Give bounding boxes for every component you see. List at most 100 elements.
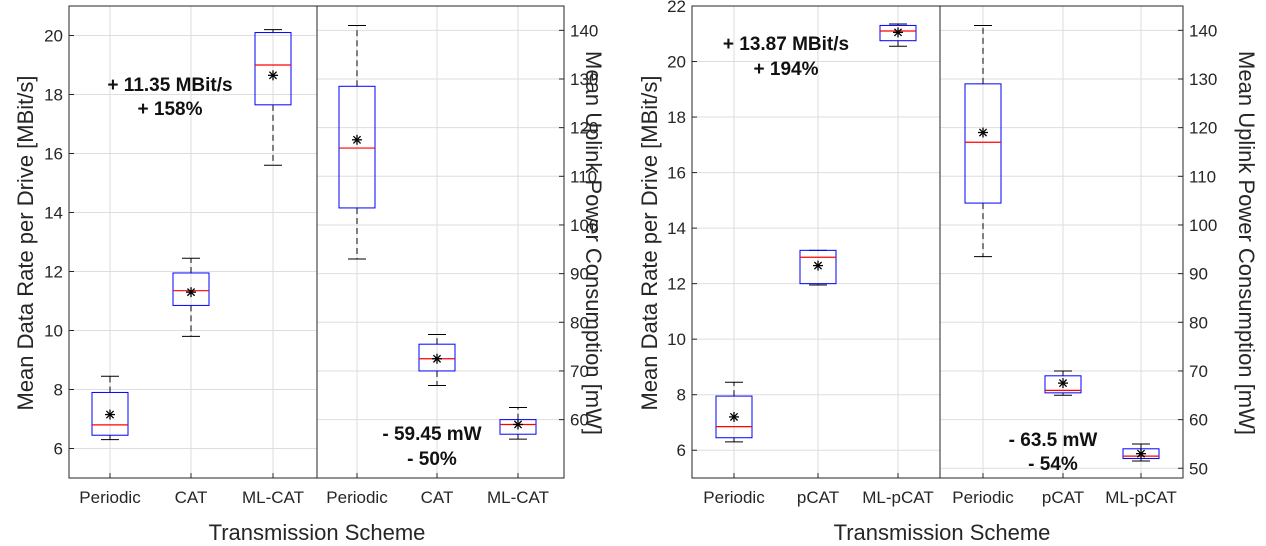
x-tick-label: Periodic — [79, 488, 141, 507]
x-tick-label: ML-pCAT — [862, 488, 933, 507]
mean-marker — [1058, 378, 1068, 389]
y-tick-label: 100 — [1189, 216, 1217, 235]
y-tick-label: 50 — [1189, 459, 1208, 478]
y-tick-label: 80 — [1189, 313, 1208, 332]
y-tick-label: 70 — [1189, 362, 1208, 381]
svg-text:+ 158%: + 158% — [138, 99, 203, 120]
left-power-panel: 60 70 80 90 100 110 120 130 140 Periodic CAT ML-CAT — [316, 5, 598, 507]
x-tick-label: Periodic — [703, 488, 765, 507]
y-tick-label: 16 — [667, 164, 686, 183]
iqr-box — [799, 249, 837, 285]
mean-marker — [105, 409, 115, 420]
svg-text:- 50%: - 50% — [407, 449, 457, 470]
x-tick-label: ML-CAT — [242, 488, 304, 507]
axes-frame — [316, 5, 565, 479]
annotation-power-saving-right: - 63.5 mW - 54% — [1009, 430, 1098, 475]
y-tick-label: 16 — [44, 145, 63, 164]
y-tick-label: 130 — [570, 70, 598, 89]
y-tick-label: 130 — [1189, 70, 1217, 89]
box-ml-cat — [254, 29, 292, 166]
annotation-data-rate-gain-right: + 13.87 MBit/s + 194% — [723, 34, 849, 80]
box-ml-cat — [499, 406, 537, 440]
y-tick-label: 6 — [677, 441, 686, 460]
iqr-box — [254, 32, 292, 106]
x-tick-label: CAT — [421, 488, 454, 507]
iqr-box — [91, 391, 129, 436]
left-ylabel-power: Mean Uplink Power Consumption [mW] — [581, 51, 606, 435]
y-tick-label: 110 — [570, 167, 597, 186]
y-tick-label: 18 — [667, 108, 686, 127]
x-tick-label: ML-pCAT — [1105, 488, 1176, 507]
iqr-box — [338, 85, 376, 209]
right-ylabel-power: Mean Uplink Power Consumption [mW] — [1234, 51, 1259, 435]
y-tick-label: 90 — [1189, 265, 1208, 284]
left-data-rate-panel: 6 8 10 12 14 16 18 20 Periodic CAT ML-CAT — [44, 5, 318, 507]
y-tick-label: 22 — [667, 0, 686, 16]
mean-marker — [978, 127, 988, 138]
y-tick-label: 12 — [44, 263, 63, 282]
iqr-box — [172, 272, 210, 306]
y-tick-label: 140 — [570, 21, 598, 40]
svg-text:+ 13.87 MBit/s: + 13.87 MBit/s — [723, 34, 849, 55]
mean-marker — [729, 411, 739, 422]
svg-text:+ 11.35 MBit/s: + 11.35 MBit/s — [107, 75, 232, 96]
x-tick-label: Periodic — [326, 488, 388, 507]
box-ml-pcat — [1122, 443, 1160, 462]
y-tick-label: 60 — [570, 411, 589, 430]
x-tick-label: pCAT — [1042, 488, 1084, 507]
y-tick-label: 10 — [667, 330, 686, 349]
y-tick-label: 140 — [1189, 21, 1217, 40]
right-data-rate-panel: 6 8 10 12 14 16 18 20 22 Periodic pCAT ML-pCAT — [667, 0, 941, 507]
box-periodic — [964, 24, 1002, 258]
svg-text:+ 194%: + 194% — [754, 59, 819, 80]
y-tick-label: 120 — [1189, 119, 1217, 138]
iqr-box — [715, 395, 753, 439]
right-power-panel: 50 60 70 80 90 100 110 120 130 140 Periodic pCAT ML-… — [939, 5, 1217, 507]
mean-marker — [186, 287, 196, 298]
left-ylabel-data-rate: Mean Data Rate per Drive [MBit/s] — [13, 75, 38, 410]
mean-marker — [268, 70, 278, 81]
box-ml-pcat — [879, 23, 917, 47]
y-tick-label: 60 — [1189, 411, 1208, 430]
box-cat — [418, 333, 456, 387]
mean-marker — [1136, 448, 1146, 459]
right-xlabel: Transmission Scheme — [834, 520, 1051, 545]
mean-marker — [813, 260, 823, 271]
y-tick-label: 6 — [54, 440, 63, 459]
x-tick-label: Periodic — [952, 488, 1014, 507]
box-periodic — [715, 381, 753, 443]
iqr-box — [1044, 375, 1082, 394]
svg-text:- 59.45 mW: - 59.45 mW — [382, 424, 481, 445]
svg-text:- 54%: - 54% — [1028, 454, 1078, 475]
iqr-box — [879, 24, 917, 42]
y-tick-label: 10 — [44, 322, 63, 341]
y-tick-label: 90 — [570, 265, 589, 284]
x-tick-label: pCAT — [797, 488, 839, 507]
annotation-data-rate-gain-left: + 11.35 MBit/s + 158% — [107, 75, 232, 120]
y-tick-label: 8 — [677, 386, 686, 405]
annotation-power-saving-left: - 59.45 mW - 50% — [382, 424, 481, 470]
y-tick-label: 120 — [570, 119, 598, 138]
svg-text:- 63.5 mW: - 63.5 mW — [1009, 430, 1098, 451]
mean-marker — [352, 134, 362, 145]
y-tick-label: 20 — [667, 53, 686, 72]
mean-marker — [513, 419, 523, 430]
y-tick-label: 20 — [44, 27, 63, 46]
y-tick-label: 100 — [570, 216, 598, 235]
y-tick-label: 70 — [570, 362, 589, 381]
left-xlabel: Transmission Scheme — [209, 520, 426, 545]
x-tick-label: CAT — [175, 488, 208, 507]
box-periodic — [91, 375, 129, 441]
y-tick-label: 110 — [1189, 167, 1216, 186]
box-periodic — [338, 24, 376, 260]
box-cat — [172, 257, 210, 337]
box-pcat — [799, 249, 837, 286]
iqr-box — [418, 343, 456, 372]
y-tick-label: 14 — [667, 219, 686, 238]
y-tick-label: 18 — [44, 86, 63, 105]
axes-frame — [939, 5, 1184, 479]
y-tick-label: 14 — [44, 204, 63, 223]
y-tick-label: 8 — [54, 381, 63, 400]
iqr-box — [964, 83, 1002, 204]
